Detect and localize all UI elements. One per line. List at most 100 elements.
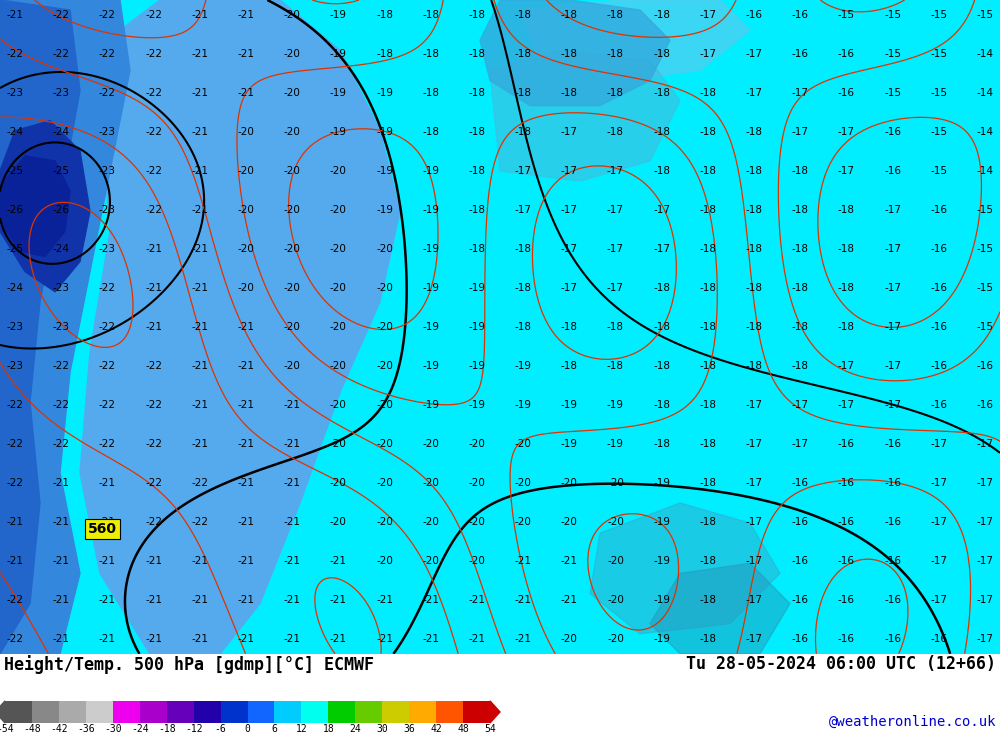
Text: -20: -20 — [284, 49, 301, 59]
Text: -17: -17 — [884, 205, 901, 215]
Text: -16: -16 — [792, 49, 809, 59]
Text: -22: -22 — [145, 10, 162, 20]
Text: -16: -16 — [792, 556, 809, 566]
Text: -16: -16 — [838, 634, 855, 644]
Text: -21: -21 — [191, 127, 208, 137]
Text: -16: -16 — [884, 478, 901, 488]
Text: -6: -6 — [215, 724, 226, 733]
Text: -20: -20 — [330, 322, 347, 332]
Text: -22: -22 — [53, 10, 70, 20]
Text: -22: -22 — [145, 517, 162, 527]
Text: -20: -20 — [376, 556, 393, 566]
Text: 48: 48 — [457, 724, 469, 733]
Text: -20: -20 — [330, 478, 347, 488]
Bar — [274, 701, 301, 723]
Text: -18: -18 — [838, 283, 855, 293]
Text: -17: -17 — [884, 361, 901, 371]
Text: -17: -17 — [930, 594, 947, 605]
Text: -22: -22 — [7, 594, 24, 605]
Text: -21: -21 — [53, 556, 70, 566]
Text: -21: -21 — [284, 634, 301, 644]
Text: -19: -19 — [653, 478, 670, 488]
Text: -21: -21 — [515, 634, 532, 644]
Text: -21: -21 — [515, 556, 532, 566]
Text: -18: -18 — [838, 322, 855, 332]
Text: -16: -16 — [884, 127, 901, 137]
Text: -17: -17 — [699, 10, 716, 20]
Text: -19: -19 — [422, 166, 439, 176]
Polygon shape — [0, 0, 130, 654]
Text: -21: -21 — [468, 634, 485, 644]
Text: -21: -21 — [237, 88, 254, 98]
Text: Tu 28-05-2024 06:00 UTC (12+66): Tu 28-05-2024 06:00 UTC (12+66) — [686, 655, 996, 673]
Text: -21: -21 — [376, 634, 393, 644]
Text: -18: -18 — [699, 517, 716, 527]
Text: -42: -42 — [50, 724, 68, 733]
Text: 24: 24 — [349, 724, 361, 733]
Text: -20: -20 — [376, 322, 393, 332]
Text: -21: -21 — [561, 556, 578, 566]
Text: 18: 18 — [322, 724, 334, 733]
Text: -18: -18 — [561, 49, 578, 59]
Text: -16: -16 — [792, 517, 809, 527]
Text: -18: -18 — [746, 205, 763, 215]
Text: -18: -18 — [468, 166, 485, 176]
Text: -22: -22 — [191, 478, 208, 488]
Text: -18: -18 — [561, 322, 578, 332]
Text: -21: -21 — [191, 322, 208, 332]
Bar — [221, 701, 248, 723]
Text: -15: -15 — [884, 10, 901, 20]
Text: -18: -18 — [653, 166, 670, 176]
Text: -25: -25 — [53, 166, 70, 176]
Text: -19: -19 — [422, 400, 439, 410]
Text: -18: -18 — [699, 361, 716, 371]
Text: -24: -24 — [53, 244, 70, 254]
Text: -18: -18 — [468, 127, 485, 137]
Text: -21: -21 — [53, 634, 70, 644]
Text: -48: -48 — [23, 724, 41, 733]
Text: -21: -21 — [237, 322, 254, 332]
Text: -17: -17 — [930, 517, 947, 527]
Text: -17: -17 — [607, 166, 624, 176]
Text: -18: -18 — [653, 400, 670, 410]
Text: -17: -17 — [607, 205, 624, 215]
Text: -16: -16 — [930, 400, 947, 410]
Text: -21: -21 — [376, 594, 393, 605]
Text: -18: -18 — [699, 478, 716, 488]
Text: -20: -20 — [284, 322, 301, 332]
Text: -21: -21 — [468, 594, 485, 605]
Text: -21: -21 — [330, 594, 347, 605]
Text: -21: -21 — [53, 594, 70, 605]
Text: -18: -18 — [699, 88, 716, 98]
Text: -22: -22 — [191, 517, 208, 527]
Text: -22: -22 — [99, 283, 116, 293]
Text: -19: -19 — [607, 400, 624, 410]
Text: -15: -15 — [930, 88, 947, 98]
Text: -17: -17 — [792, 400, 809, 410]
Text: -18: -18 — [515, 127, 532, 137]
Text: -22: -22 — [7, 439, 24, 449]
Text: -16: -16 — [976, 400, 994, 410]
Text: -23: -23 — [53, 283, 70, 293]
Bar — [59, 701, 86, 723]
Text: -14: -14 — [976, 166, 994, 176]
Text: -16: -16 — [792, 594, 809, 605]
Text: -20: -20 — [330, 517, 347, 527]
Text: -20: -20 — [376, 400, 393, 410]
Text: -20: -20 — [376, 361, 393, 371]
Bar — [32, 701, 59, 723]
Text: -21: -21 — [99, 517, 116, 527]
Text: -21: -21 — [284, 556, 301, 566]
Text: -20: -20 — [422, 478, 439, 488]
Text: -17: -17 — [838, 166, 855, 176]
Text: -17: -17 — [976, 594, 994, 605]
Text: -20: -20 — [607, 478, 624, 488]
Text: -17: -17 — [653, 205, 670, 215]
Text: -30: -30 — [104, 724, 122, 733]
Text: -17: -17 — [930, 556, 947, 566]
Text: -16: -16 — [930, 244, 947, 254]
Text: -17: -17 — [699, 49, 716, 59]
Polygon shape — [650, 563, 790, 654]
Polygon shape — [590, 503, 780, 634]
Text: -15: -15 — [884, 88, 901, 98]
